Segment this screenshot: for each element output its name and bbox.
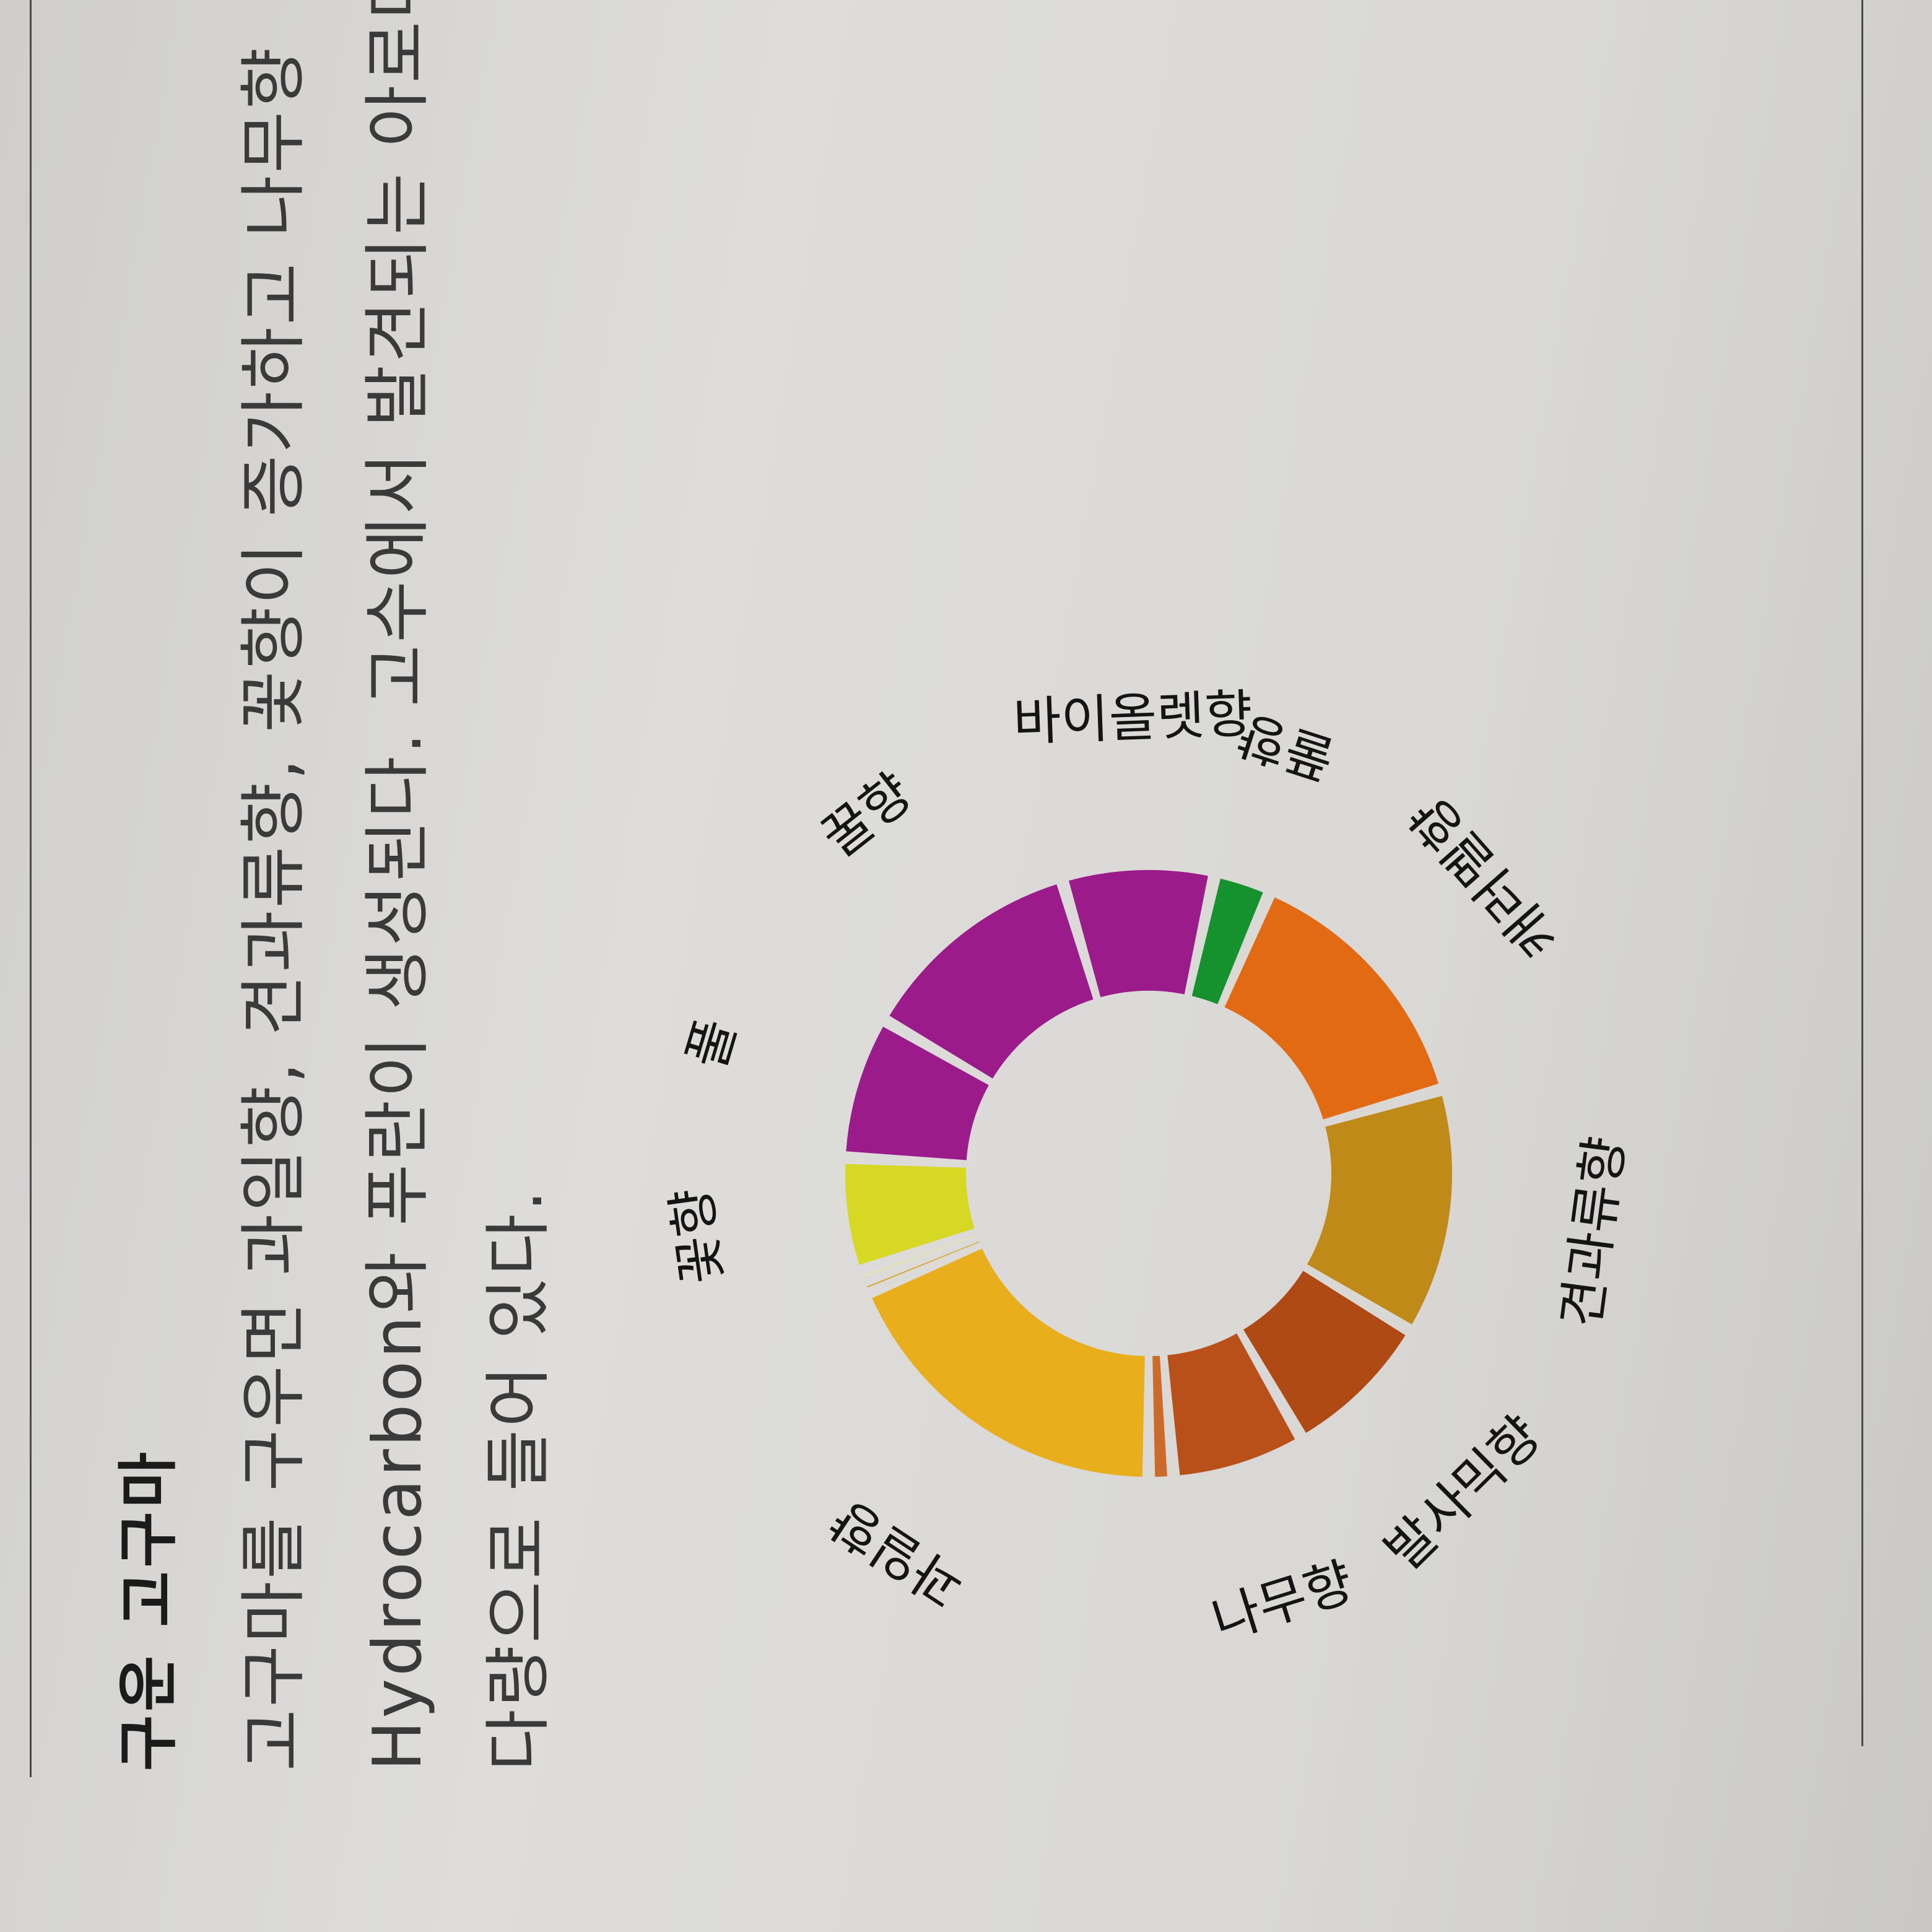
donut-slice-9	[1307, 1095, 1452, 1325]
donut-slice-5	[889, 884, 1094, 1079]
donut-slice-11	[1167, 1333, 1295, 1476]
slice-label-0: 과일향	[820, 1489, 973, 1619]
slice-label-8: 캐러멜향	[1399, 785, 1572, 969]
slice-label-7: 풀향	[1232, 703, 1341, 791]
donut-slice-1	[867, 1241, 980, 1288]
slice-label-9: 견과류향	[1551, 1133, 1636, 1331]
slice-label-6: 바이올렛향	[1012, 684, 1254, 752]
donut-slice-12	[1152, 1355, 1167, 1477]
donut-slice-0	[872, 1248, 1145, 1477]
donut-slice-2	[863, 1235, 977, 1277]
donut-slice-7	[1191, 878, 1263, 1004]
donut-slice-6	[1069, 870, 1208, 998]
right-margin-rule	[1861, 0, 1863, 1746]
donut-slices	[845, 870, 1452, 1477]
slice-label-3: 꽃향	[661, 1185, 734, 1288]
donut-slice-4	[846, 1027, 989, 1160]
slice-label-5: 꿀향	[811, 762, 923, 869]
donut-slice-8	[1224, 897, 1439, 1120]
slice-label-10: 발사믹향	[1373, 1404, 1552, 1582]
donut-slice-3	[845, 1164, 975, 1265]
slice-label-11: 나무향	[1205, 1551, 1360, 1652]
slice-label-4: 풀	[676, 1012, 747, 1075]
donut-slice-10	[1243, 1271, 1406, 1433]
left-margin-rule	[30, 0, 32, 1777]
